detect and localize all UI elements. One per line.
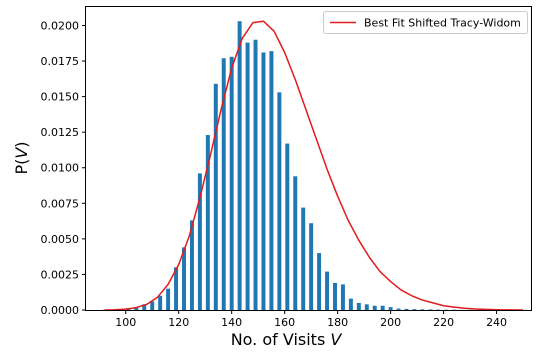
fit-line-layer (105, 21, 524, 310)
x-tick-label: 200 (380, 316, 401, 329)
x-tick-label: 100 (115, 316, 136, 329)
histogram-bar (373, 306, 377, 310)
histogram-bar (174, 267, 178, 310)
histogram-bar (365, 304, 369, 310)
histogram-bar (269, 51, 273, 310)
histogram-bar (397, 309, 401, 310)
x-axis-title: No. of Visits V (231, 330, 343, 349)
histogram-bar (325, 272, 329, 310)
histogram-bar (214, 84, 218, 310)
histogram-bar (150, 301, 154, 310)
histogram-bar (317, 253, 321, 310)
x-tick-label: 180 (327, 316, 348, 329)
y-tick-label: 0.0100 (41, 162, 80, 175)
histogram-bar (261, 53, 265, 310)
x-axis-title-var: V (330, 330, 342, 349)
y-tick-label: 0.0025 (41, 268, 80, 281)
histogram-bar (333, 283, 337, 310)
y-ticks: 0.0000 0.0025 0.0050 0.0075 0.0100 0.0125 0.01… (41, 19, 87, 317)
histogram-bar (309, 223, 313, 310)
y-tick-label: 0.0150 (41, 91, 80, 104)
histogram-bar (166, 289, 170, 310)
histogram-bar (246, 43, 250, 310)
y-tick-label: 0.0200 (41, 19, 80, 32)
plot-frame (86, 7, 532, 311)
histogram-bar (254, 40, 258, 310)
x-tick-label: 240 (486, 316, 507, 329)
legend-label: Best Fit Shifted Tracy-Widom (364, 17, 521, 30)
histogram-bar (341, 284, 345, 310)
fit-line (105, 21, 524, 310)
y-tick-label: 0.0050 (41, 233, 80, 246)
y-axis-title-close: ) (12, 141, 31, 147)
x-tick-label: 140 (221, 316, 242, 329)
histogram-bar (285, 144, 289, 310)
histogram-bar (357, 303, 361, 310)
histogram-bar (405, 309, 409, 310)
x-tick-label: 160 (274, 316, 295, 329)
histogram-bar (158, 296, 162, 310)
x-ticks: 100 120 140 160 180 200 220 240 (115, 310, 507, 329)
histogram-bar (230, 57, 234, 310)
x-tick-label: 120 (168, 316, 189, 329)
x-tick-label: 220 (433, 316, 454, 329)
histogram-bar (412, 309, 416, 310)
y-tick-label: 0.0125 (41, 126, 80, 139)
histogram-bar (349, 299, 353, 310)
histogram-bar (428, 309, 432, 310)
histogram-bar (420, 309, 424, 310)
histogram-bar (182, 247, 186, 310)
y-tick-label: 0.0075 (41, 197, 80, 210)
histogram-bar (381, 306, 385, 310)
histogram-bar (301, 208, 305, 310)
y-axis-title: P(V) (12, 141, 31, 174)
x-axis-title-text: No. of Visits (231, 330, 331, 349)
histogram-bar (293, 176, 297, 310)
legend: Best Fit Shifted Tracy-Widom (324, 12, 528, 34)
y-tick-label: 0.0175 (41, 55, 80, 68)
histogram-bar (238, 21, 242, 310)
histogram-bar (277, 92, 281, 310)
y-tick-label: 0.0000 (41, 304, 80, 317)
histogram-bar (389, 307, 393, 310)
bars-layer (103, 21, 520, 310)
y-axis-title-text: P( (12, 159, 31, 175)
